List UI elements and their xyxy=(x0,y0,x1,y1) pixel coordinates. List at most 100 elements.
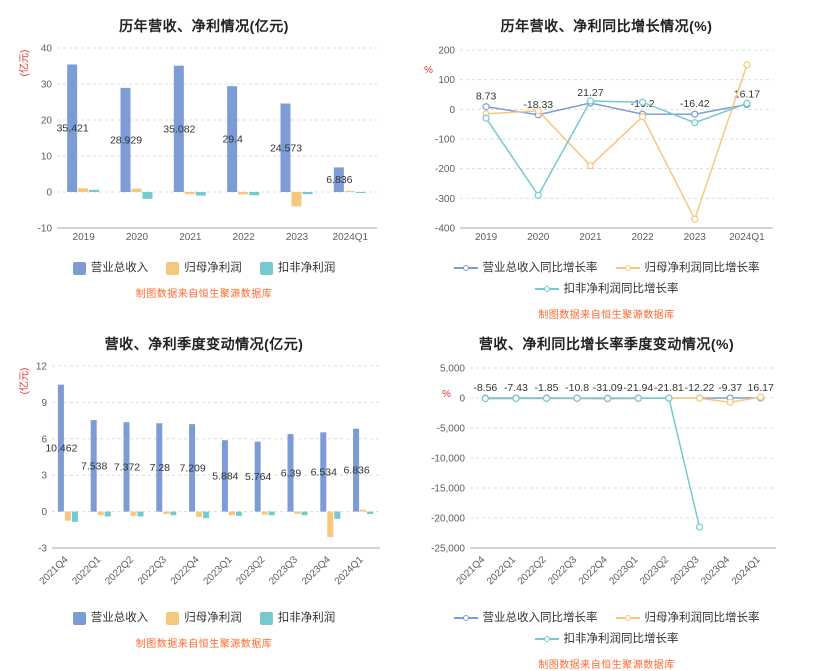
svg-text:6.39: 6.39 xyxy=(281,467,302,479)
legend-item[interactable]: 归母净利润 xyxy=(166,610,242,626)
svg-text:2021Q4: 2021Q4 xyxy=(454,554,487,587)
legend-line-marker-icon xyxy=(615,615,640,621)
svg-text:10.462: 10.462 xyxy=(45,443,77,455)
svg-text:10: 10 xyxy=(41,152,53,163)
panel-annual-growth: 历年营收、净利同比增长情况(%) % 200 100 0 -100 -200 -300 -4… xyxy=(408,4,805,322)
quarterly-growth-line-chart-svg: 5,000 0 -5,000 -10,000 -15,000 -20,000 -25,000… xyxy=(431,364,776,587)
svg-text:7.209: 7.209 xyxy=(179,462,205,474)
svg-text:12: 12 xyxy=(36,362,48,373)
legend-quarterly-bar: 营业总收入 归母净利润 扣非净利润 xyxy=(72,610,336,626)
svg-text:-16.42: -16.42 xyxy=(680,98,710,110)
panel-annual-revenue-profit: 历年营收、净利情况(亿元) (亿元) 40 30 20 10 0 -10 2019 2020 2… xyxy=(10,4,398,322)
svg-text:2019: 2019 xyxy=(73,232,96,243)
legend-label: 扣非净利润同比增长率 xyxy=(563,283,679,295)
bar-series xyxy=(78,188,355,207)
financial-charts-dashboard: 历年营收、净利情况(亿元) (亿元) 40 30 20 10 0 -10 2019 2020 2… xyxy=(10,4,805,671)
data-source-note: 制图数据来自恒生聚源数据库 xyxy=(538,660,675,671)
legend-item[interactable]: 归母净利润 xyxy=(166,260,242,276)
chart-title-quarterly-bar: 营收、净利季度变动情况(亿元) xyxy=(104,336,304,352)
panel-quarterly-revenue-profit: 营收、净利季度变动情况(亿元) (亿元) 12 9 6 3 0 -3 2021Q4 2022Q… xyxy=(10,322,398,650)
svg-text:100: 100 xyxy=(438,75,455,86)
legend-line-marker-icon xyxy=(615,265,640,271)
svg-text:2024Q1: 2024Q1 xyxy=(729,554,762,587)
svg-text:-20,000: -20,000 xyxy=(431,514,465,525)
legend-label: 营业总收入同比增长率 xyxy=(482,612,598,624)
svg-text:2023Q4: 2023Q4 xyxy=(699,554,732,587)
svg-text:2021: 2021 xyxy=(579,232,602,243)
svg-text:2023: 2023 xyxy=(286,232,309,243)
svg-text:7.538: 7.538 xyxy=(81,460,107,472)
svg-text:2024Q1: 2024Q1 xyxy=(333,554,366,587)
svg-text:200: 200 xyxy=(438,46,455,57)
legend-label: 归母净利润 xyxy=(184,262,242,274)
legend-label: 归母净利润同比增长率 xyxy=(644,262,760,274)
svg-text:2023: 2023 xyxy=(684,232,707,243)
svg-text:5.884: 5.884 xyxy=(212,470,238,482)
legend-item[interactable]: 营业总收入同比增长率 xyxy=(453,260,598,276)
svg-text:35.082: 35.082 xyxy=(163,123,195,135)
svg-text:2022Q3: 2022Q3 xyxy=(546,554,579,587)
legend-label: 扣非净利润同比增长率 xyxy=(563,633,679,645)
svg-text:2022Q2: 2022Q2 xyxy=(103,554,136,587)
svg-text:-400: -400 xyxy=(435,224,455,235)
chart-title-annual-growth: 历年营收、净利同比增长情况(%) xyxy=(500,18,713,34)
legend-item[interactable]: 营业总收入 xyxy=(72,260,148,276)
svg-text:0: 0 xyxy=(46,188,52,199)
svg-text:2023Q3: 2023Q3 xyxy=(668,554,701,587)
legend-label: 营业总收入同比增长率 xyxy=(482,262,598,274)
bar-series xyxy=(57,384,360,512)
svg-text:-21.94: -21.94 xyxy=(623,382,653,394)
svg-text:40: 40 xyxy=(41,44,53,55)
svg-text:2024Q1: 2024Q1 xyxy=(333,232,369,243)
legend-quarterly-growth: 营业总收入同比增长率 归母净利润同比增长率扣非净利润同比增长率 xyxy=(437,610,777,647)
bar-series xyxy=(89,189,366,199)
svg-text:2023Q1: 2023Q1 xyxy=(202,554,235,587)
svg-text:2023Q2: 2023Q2 xyxy=(638,554,671,587)
legend-annual-bar: 营业总收入 归母净利润 扣非净利润 xyxy=(72,260,335,276)
svg-text:21.27: 21.27 xyxy=(577,87,603,99)
legend-item[interactable]: 扣非净利润 xyxy=(259,610,336,626)
svg-text:2023Q4: 2023Q4 xyxy=(300,554,333,587)
annual-revenue-profit-bar-chart: 40 30 20 10 0 -10 2019 2020 2021 2022 2023 2024Q1 35… xyxy=(19,38,389,250)
svg-text:2022Q1: 2022Q1 xyxy=(485,554,518,587)
svg-text:0: 0 xyxy=(459,394,465,405)
legend-item[interactable]: 归母净利润同比增长率 xyxy=(615,610,760,626)
legend-item[interactable]: 归母净利润同比增长率 xyxy=(615,260,760,276)
svg-text:-15,000: -15,000 xyxy=(431,484,465,495)
legend-item[interactable]: 营业总收入 xyxy=(72,610,149,626)
legend-item[interactable]: 扣非净利润同比增长率 xyxy=(534,281,679,297)
svg-text:-25,000: -25,000 xyxy=(431,544,465,555)
svg-text:2024Q1: 2024Q1 xyxy=(729,232,765,243)
svg-text:2020: 2020 xyxy=(527,232,550,243)
legend-swatch-icon xyxy=(259,611,273,625)
legend-swatch-icon xyxy=(72,611,86,625)
svg-text:16.17: 16.17 xyxy=(747,382,773,394)
legend-label: 营业总收入 xyxy=(90,612,149,624)
legend-line-marker-icon xyxy=(534,636,559,642)
svg-text:2021Q4: 2021Q4 xyxy=(38,554,71,587)
chart-title-annual-bar: 历年营收、净利情况(亿元) xyxy=(119,18,289,34)
svg-text:6.836: 6.836 xyxy=(326,174,352,186)
svg-text:20: 20 xyxy=(41,116,53,127)
svg-text:2022Q2: 2022Q2 xyxy=(515,554,548,587)
line-series xyxy=(482,97,751,199)
svg-text:-3: -3 xyxy=(38,544,47,555)
svg-text:2022: 2022 xyxy=(631,232,654,243)
svg-text:9: 9 xyxy=(41,398,47,409)
svg-text:30: 30 xyxy=(41,80,53,91)
legend-label: 扣非净利润 xyxy=(277,612,336,624)
legend-swatch-icon xyxy=(259,261,273,275)
svg-text:16.17: 16.17 xyxy=(734,89,760,101)
svg-text:6.836: 6.836 xyxy=(343,465,369,477)
svg-text:6.534: 6.534 xyxy=(311,466,337,478)
svg-text:-10: -10 xyxy=(38,224,53,235)
svg-text:2023Q2: 2023Q2 xyxy=(234,554,267,587)
svg-text:2023Q1: 2023Q1 xyxy=(607,554,640,587)
legend-item[interactable]: 扣非净利润同比增长率 xyxy=(534,631,679,647)
legend-item[interactable]: 扣非净利润 xyxy=(259,260,335,276)
svg-text:-9.37: -9.37 xyxy=(718,382,742,394)
bar-series xyxy=(71,511,374,522)
legend-item[interactable]: 营业总收入同比增长率 xyxy=(453,610,598,626)
line-series xyxy=(481,394,703,531)
